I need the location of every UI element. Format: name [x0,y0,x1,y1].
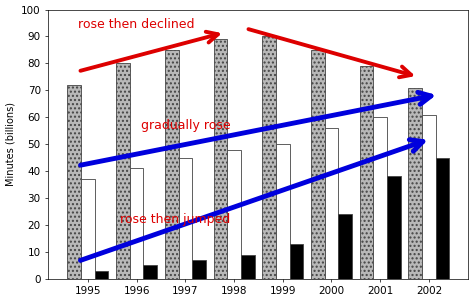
Y-axis label: Minutes (billions): Minutes (billions) [6,102,16,186]
Bar [374,117,387,279]
Bar [241,255,255,279]
Bar [360,66,374,279]
Bar [338,214,352,279]
Bar [227,149,241,279]
Bar [436,158,449,279]
Text: gradually rose: gradually rose [141,119,230,132]
Bar [276,144,290,279]
Bar [144,265,157,279]
Bar [192,260,206,279]
Bar [130,169,144,279]
Bar [325,128,338,279]
Bar [116,63,130,279]
Bar [311,50,325,279]
Bar [290,244,303,279]
Bar [67,85,81,279]
Text: rose then jumped: rose then jumped [120,213,230,226]
Bar [422,114,436,279]
Bar [262,37,276,279]
Bar [214,39,227,279]
Bar [387,176,401,279]
Bar [95,271,109,279]
Bar [179,158,192,279]
Bar [409,88,422,279]
Text: rose then declined: rose then declined [78,18,194,31]
Bar [81,179,95,279]
Bar [165,50,179,279]
